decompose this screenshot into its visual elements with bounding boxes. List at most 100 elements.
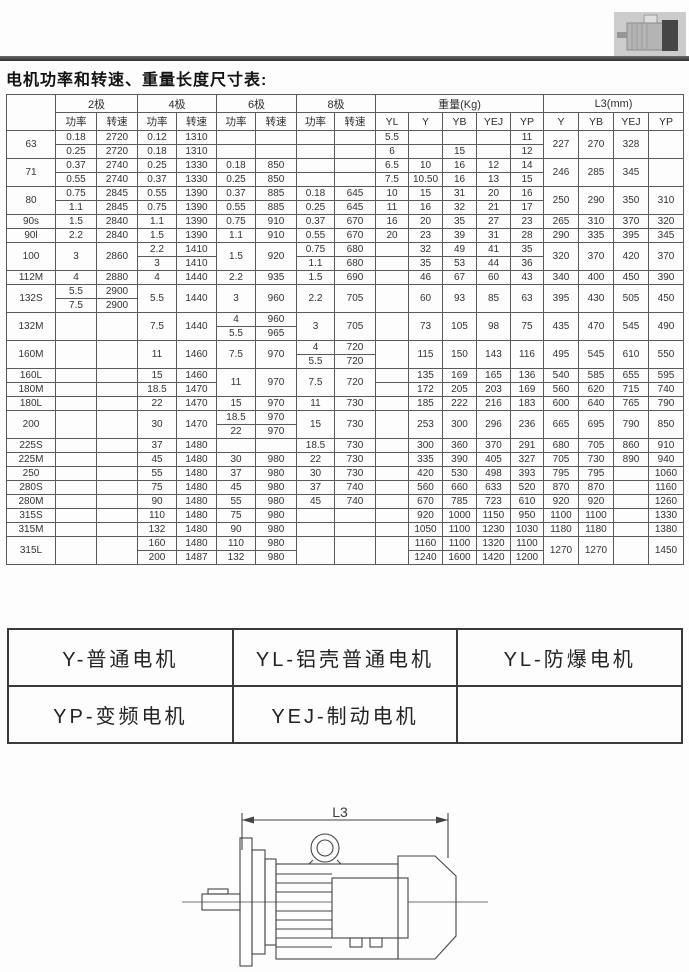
spec-cell: 723 — [476, 494, 511, 509]
spec-cell: 22 — [296, 452, 335, 467]
spec-cell: 1.5 — [216, 242, 256, 271]
spec-cell: 560 — [543, 382, 579, 397]
spec-cell: 30 — [137, 410, 177, 439]
spec-cell: 327 — [510, 452, 544, 467]
spec-cell: 110 — [216, 536, 256, 551]
spec-cell: 0.37 — [296, 214, 335, 229]
spec-cell: 350 — [613, 186, 649, 215]
spec-row: 1.1 2845 0.75 1390 0.55 885 0.25 645 11 16 32 21 17 — [7, 200, 684, 215]
spec-cell: 1470 — [176, 410, 217, 439]
spec-cell — [255, 130, 297, 145]
legend-cell: YL-防爆电机 — [456, 628, 683, 687]
spec-cell: 560 — [408, 480, 443, 495]
spec-cell: 340 — [543, 270, 579, 285]
spec-row: 250 55 1480 37 980 30 730 420 530 498 393 795 795 106… — [6, 466, 685, 481]
spec-cell: 645 — [334, 186, 376, 201]
spec-subheader-cell: Y — [408, 112, 443, 131]
spec-cell: 970 — [255, 340, 297, 369]
spec-cell: 870 — [543, 480, 579, 495]
spec-cell: 0.37 — [216, 186, 256, 201]
spec-cell — [375, 494, 409, 509]
spec-cell: 90 — [137, 494, 177, 509]
spec-cell: 1.5 — [296, 270, 335, 285]
spec-cell — [375, 522, 409, 537]
spec-cell — [296, 508, 335, 523]
spec-row: 63 0.18 2720 0.12 1310 5.5 11 227 270 328 — [6, 130, 685, 159]
spec-cell: 20 — [408, 214, 443, 229]
spec-cell — [296, 522, 335, 537]
spec-cell: 270 — [578, 130, 614, 159]
spec-row: 315M 132 1480 90 980 1050 1100 1230 1030 1180 1180… — [6, 522, 685, 537]
spec-subheader-cell: YP — [647, 112, 685, 131]
spec-cell: 300 — [442, 410, 477, 439]
spec-subheader-cell: 功率 — [137, 112, 177, 131]
spec-cell — [613, 522, 649, 537]
spec-cell: 310 — [578, 214, 614, 229]
spec-row: 200 1487 132 980 1240 1600 1420 1200 — [7, 550, 684, 565]
spec-cell: 23 — [408, 228, 443, 243]
spec-cell: 31 — [442, 186, 477, 201]
spec-row: 7.5 2900 — [7, 298, 684, 313]
spec-cell: 0.55 — [55, 172, 97, 187]
spec-cell: 0.55 — [137, 186, 177, 201]
spec-cell: 645 — [334, 200, 376, 215]
spec-cell: 35 — [442, 214, 477, 229]
spec-cell: 0.55 — [216, 200, 256, 215]
spec-cell — [375, 396, 409, 411]
spec-cell: 705 — [334, 284, 376, 313]
spec-cell: 0.12 — [137, 130, 177, 145]
spec-cell — [255, 438, 297, 453]
spec-cell: 1240 — [408, 550, 443, 565]
spec-cell: 435 — [543, 312, 579, 341]
spec-cell: 370 — [613, 214, 649, 229]
spec-cell: 2840 — [96, 214, 138, 229]
spec-row: 80 0.75 2845 0.55 1390 0.37 885 0.18 645 10 15 31 20… — [6, 186, 685, 215]
spec-cell: 30 — [296, 466, 335, 481]
spec-cell: 850 — [647, 410, 685, 439]
spec-cell: 1100 — [543, 508, 579, 523]
spec-cell: 695 — [578, 410, 614, 439]
spec-cell: 200 — [6, 410, 56, 439]
spec-group-header-cell: 重量(Kg) — [375, 94, 544, 113]
spec-cell: 290 — [543, 228, 579, 243]
spec-cell: 2.2 — [55, 228, 97, 243]
spec-cell: 205 — [442, 382, 477, 397]
spec-cell: 505 — [613, 284, 649, 313]
spec-cell: 885 — [255, 200, 297, 215]
spec-cell — [296, 144, 335, 159]
spec-cell: 60 — [408, 284, 443, 313]
spec-cell: 0.18 — [216, 158, 256, 173]
spec-cell: 143 — [476, 340, 511, 369]
spec-cell: 185 — [408, 396, 443, 411]
spec-cell: 1480 — [176, 466, 217, 481]
spec-cell: 246 — [543, 158, 579, 187]
spec-cell: 405 — [476, 452, 511, 467]
spec-cell: 1380 — [647, 522, 685, 537]
spec-cell: 296 — [476, 410, 511, 439]
spec-cell: 7.5 — [55, 298, 97, 313]
spec-cell: 1330 — [176, 172, 217, 187]
spec-cell: 1460 — [176, 368, 217, 383]
spec-cell: 132 — [216, 550, 256, 565]
spec-cell — [96, 410, 138, 439]
spec-cell: 3 — [296, 312, 335, 341]
spec-subheader-cell: 功率 — [55, 112, 97, 131]
spec-cell: 1180 — [578, 522, 614, 537]
spec-cell: 1480 — [176, 438, 217, 453]
spec-cell — [334, 536, 376, 565]
spec-cell: 39 — [442, 228, 477, 243]
spec-group-header-cell — [6, 94, 56, 131]
spec-cell — [96, 368, 138, 383]
dim-arrow-left — [242, 816, 254, 824]
spec-cell: 18.5 — [216, 410, 256, 425]
spec-row: 71 0.37 2740 0.25 1330 0.18 850 6.5 10 16 12 14 246 2… — [6, 158, 685, 187]
spec-cell: 60 — [476, 270, 511, 285]
spec-cell — [375, 466, 409, 481]
spec-cell: 132M — [6, 312, 56, 341]
spec-cell: 890 — [613, 452, 649, 467]
spec-cell: 132S — [6, 284, 56, 313]
legend-cell: YL-铝壳普通电机 — [231, 628, 459, 687]
spec-cell: 970 — [255, 368, 297, 397]
spec-cell — [375, 508, 409, 523]
spec-cell — [334, 144, 376, 159]
